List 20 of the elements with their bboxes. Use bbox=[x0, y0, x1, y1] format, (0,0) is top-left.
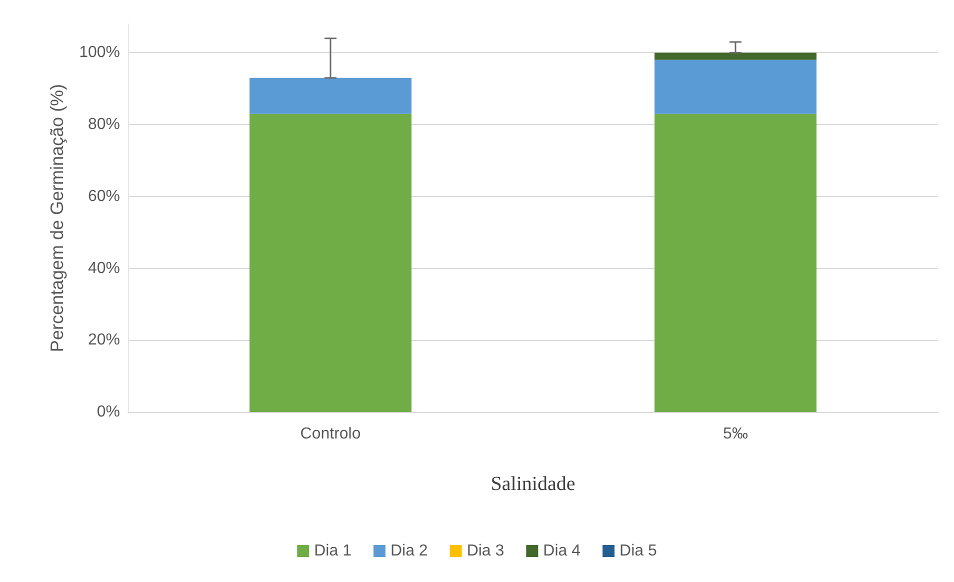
x-tick-label: 5‰ bbox=[723, 426, 748, 442]
y-tick-label: 20% bbox=[88, 332, 120, 349]
legend-label: Dia 4 bbox=[543, 542, 581, 560]
x-tick-label: Controlo bbox=[300, 426, 361, 442]
legend-label: Dia 2 bbox=[390, 542, 428, 560]
bar bbox=[654, 60, 816, 114]
legend-label: Dia 3 bbox=[466, 542, 504, 560]
legend-label: Dia 1 bbox=[314, 542, 352, 560]
legend-label: Dia 5 bbox=[620, 542, 657, 560]
y-axis-title: Percentagem de Germinação (%) bbox=[47, 84, 67, 352]
y-tick-label: 60% bbox=[88, 188, 120, 205]
bar bbox=[654, 114, 816, 412]
y-tick-label: 40% bbox=[88, 260, 120, 277]
bar bbox=[654, 52, 816, 60]
y-tick-label: 100% bbox=[79, 44, 120, 62]
y-tick-label: 0% bbox=[96, 404, 120, 420]
bar bbox=[250, 78, 412, 114]
bar bbox=[250, 114, 412, 412]
y-tick-label: 80% bbox=[88, 116, 120, 134]
x-axis-title: Salinidade bbox=[490, 473, 576, 495]
